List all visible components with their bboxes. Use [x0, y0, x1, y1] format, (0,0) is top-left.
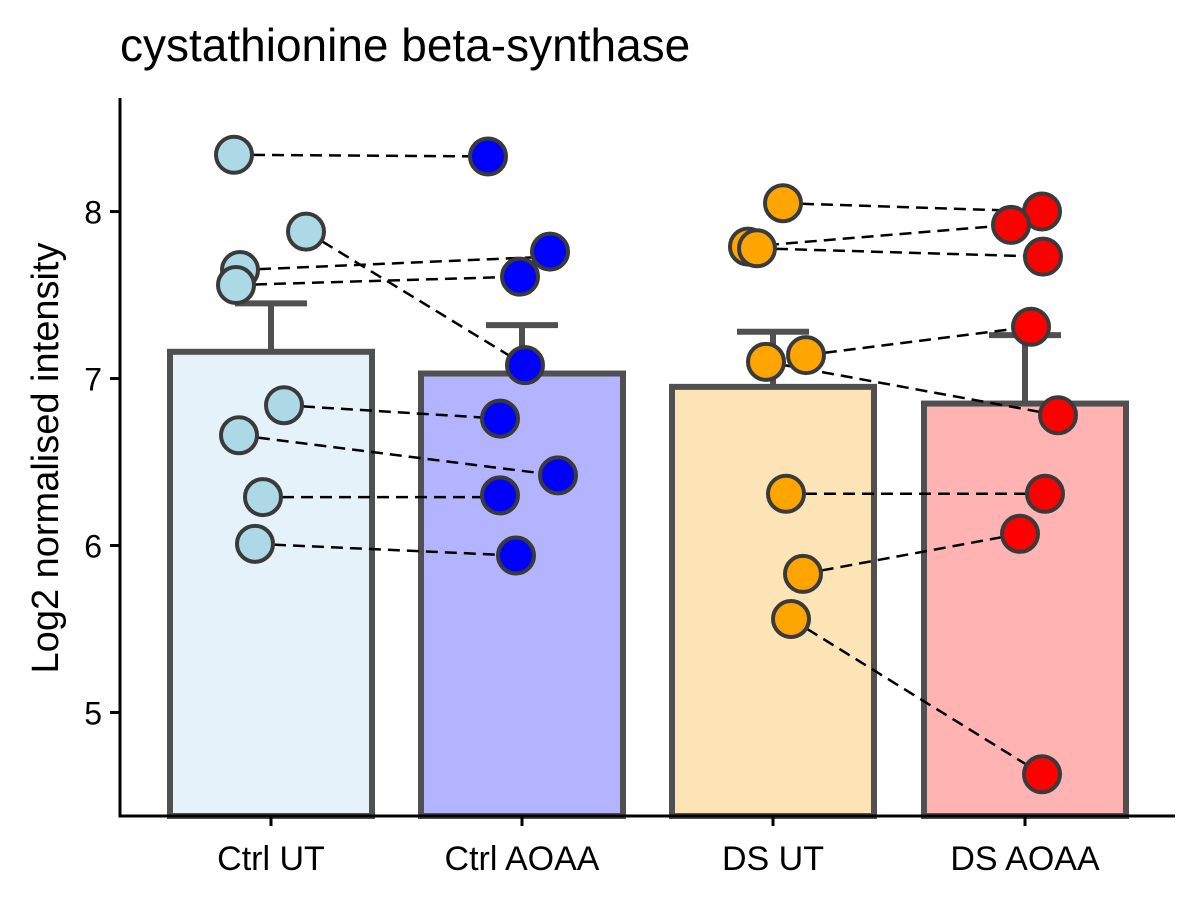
data-point-2-3	[786, 335, 826, 376]
data-point-1-1	[530, 231, 570, 272]
data-point-3-1	[991, 204, 1031, 245]
data-point-1-5	[538, 455, 578, 496]
data-point-1-0	[468, 136, 508, 177]
data-point-0-5	[219, 415, 259, 456]
chart-title: cystathionine beta-synthase	[120, 19, 691, 71]
bar-2	[669, 383, 877, 819]
data-point-0-3	[216, 265, 256, 306]
data-point-1-2	[500, 256, 540, 297]
pair-line-0-3	[235, 275, 521, 287]
x-tick-label-2: DS UT	[722, 840, 824, 878]
pair-line-0-1	[305, 230, 526, 367]
bars-layer	[167, 300, 1129, 819]
points-layer	[214, 134, 1078, 795]
bar-3	[921, 400, 1129, 819]
pair-line-1-3	[805, 325, 1032, 357]
data-point-1-6	[480, 475, 520, 516]
data-point-2-7	[771, 598, 811, 639]
pair-line-1-2	[756, 247, 1044, 258]
x-tick-label-1: Ctrl AOAA	[445, 840, 600, 878]
data-point-1-4	[480, 398, 520, 439]
y-tick-label-8: 8	[84, 195, 102, 231]
data-point-3-7	[1022, 754, 1062, 795]
pair-line-1-1	[747, 223, 1012, 248]
data-point-3-3	[1011, 306, 1051, 347]
data-point-0-0	[214, 134, 254, 175]
pair-line-0-0	[233, 153, 489, 158]
y-tick-label-5: 5	[84, 695, 102, 731]
data-point-2-4	[746, 341, 786, 382]
pair-line-1-7	[790, 617, 1043, 776]
data-point-2-5	[766, 473, 806, 514]
pair-line-0-7	[254, 542, 517, 557]
data-point-1-7	[496, 535, 536, 576]
data-point-3-4	[1038, 395, 1078, 436]
data-point-2-0	[763, 183, 803, 224]
data-point-2-6	[783, 553, 823, 594]
axes-layer: 5 6 7 8 Ctrl UT Ctrl AOAA DS UT DS AOAA	[84, 98, 1175, 878]
x-tick-label-0: Ctrl UT	[217, 840, 325, 878]
pair-lines-layer	[233, 153, 1059, 776]
bar-0	[167, 348, 375, 819]
x-tick-label-3: DS AOAA	[950, 840, 1100, 878]
data-point-0-1	[286, 211, 326, 252]
data-point-3-2	[1023, 236, 1063, 277]
y-axis-label: Log2 normalised intensity	[25, 243, 67, 674]
data-point-3-5	[1025, 473, 1065, 514]
data-point-2-2	[737, 228, 777, 269]
data-point-3-6	[1000, 513, 1040, 554]
bar-1	[418, 370, 626, 819]
y-tick-label-6: 6	[84, 528, 102, 564]
data-point-0-4	[264, 385, 304, 426]
data-point-0-7	[235, 523, 275, 564]
data-point-0-6	[243, 477, 283, 518]
pair-line-0-4	[283, 403, 501, 420]
y-tick-label-7: 7	[84, 362, 102, 398]
pair-line-0-5	[238, 434, 559, 477]
pair-line-0-2	[239, 255, 551, 272]
data-point-1-3	[505, 345, 545, 386]
